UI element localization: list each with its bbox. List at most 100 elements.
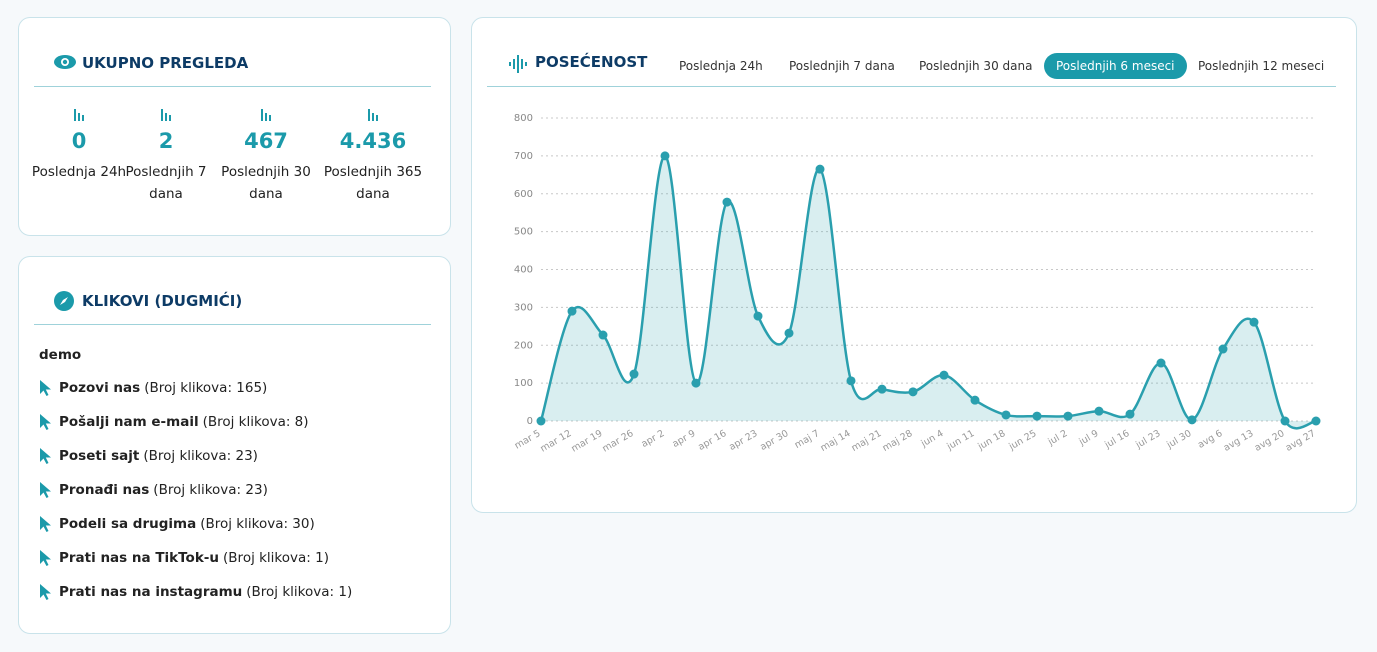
x-tick-label: avg 6 — [1196, 428, 1224, 451]
click-item: Podeli sa drugima (Broj klikova: 30) — [39, 515, 315, 533]
click-count: (Broj klikova: 23) — [153, 482, 268, 498]
click-count: (Broj klikova: 1) — [246, 584, 353, 600]
point — [846, 376, 856, 386]
point — [598, 330, 608, 340]
stat-label: Poslednja 24h — [31, 164, 127, 180]
click-name: Prati nas na instagramu — [59, 584, 243, 600]
x-tick-label: mar 26 — [600, 428, 635, 455]
stat-label: Poslednjih 30 dana — [221, 164, 311, 202]
visits-card: POSEĆENOST Poslednja 24h Poslednjih 7 dan… — [471, 17, 1357, 513]
tab[interactable]: Poslednjih 12 meseci — [1198, 59, 1325, 73]
click-name: Podeli sa drugima — [59, 516, 197, 532]
y-tick-label: 400 — [514, 265, 533, 276]
y-tick-label: 800 — [514, 113, 533, 124]
click-item: Pozovi nas (Broj klikova: 165) — [39, 379, 267, 397]
stat-value: 467 — [244, 129, 288, 153]
x-tick-label: apr 2 — [639, 428, 666, 450]
cursor-icon — [40, 584, 51, 600]
x-tick-label: apr 30 — [758, 428, 790, 453]
point — [1094, 406, 1104, 416]
stat: 467 Poslednjih 30 dana — [216, 106, 316, 205]
clicks-card: KLIKOVI (DUGMIĆI) demo Pozovi nas (Broj k… — [18, 256, 451, 634]
x-tick-label: avg 20 — [1253, 428, 1287, 454]
click-item: Pošalji nam e-mail (Broj klikova: 8) — [39, 413, 309, 431]
point — [1218, 344, 1228, 354]
point — [1156, 358, 1166, 368]
x-tick-label: avg 13 — [1222, 428, 1256, 454]
point — [939, 370, 949, 380]
x-tick-label: jun 11 — [944, 428, 976, 453]
point — [815, 164, 825, 174]
y-tick-label: 0 — [527, 416, 533, 427]
group-label: demo — [39, 347, 82, 363]
click-count: (Broj klikova: 165) — [144, 380, 268, 396]
stat: 2 Poslednjih 7 dana — [116, 106, 216, 205]
point — [877, 384, 887, 394]
y-tick-label: 200 — [514, 340, 533, 351]
area — [541, 155, 1316, 429]
bars-icon — [74, 109, 84, 121]
x-tick-label: apr 9 — [670, 428, 697, 450]
x-tick-label: maj 21 — [850, 428, 884, 454]
click-item: Prati nas na instagramu (Broj klikova: 1) — [39, 583, 352, 601]
card-title: UKUPNO PREGLEDA — [82, 54, 249, 72]
bars-icon — [161, 109, 171, 121]
point — [536, 416, 546, 426]
bars-icon — [368, 109, 378, 121]
x-tick-label: maj 28 — [881, 428, 915, 454]
compass-icon — [54, 291, 74, 311]
point — [1311, 416, 1321, 426]
point — [1249, 317, 1259, 327]
wave-icon — [509, 55, 527, 73]
views-card: UKUPNO PREGLEDA 0 Poslednja 24h 2 Poslednji… — [18, 17, 451, 236]
stat: 0 Poslednja 24h — [29, 106, 129, 183]
click-name: Pošalji nam e-mail — [59, 414, 199, 430]
tab[interactable]: Poslednjih 30 dana — [919, 59, 1033, 73]
x-tick-label: mar 12 — [538, 428, 573, 455]
point — [1032, 411, 1042, 421]
card-title: KLIKOVI (DUGMIĆI) — [82, 292, 243, 310]
x-tick-label: apr 16 — [696, 428, 728, 453]
eye-icon — [54, 55, 76, 69]
point — [691, 378, 701, 388]
click-name: Pronađi nas — [59, 482, 150, 498]
cursor-icon — [40, 516, 51, 532]
x-tick-label: apr 23 — [727, 428, 759, 453]
stat: 4.436 Poslednjih 365 dana — [323, 106, 423, 205]
tab[interactable]: Poslednjih 6 meseci — [1044, 53, 1187, 79]
y-tick-label: 100 — [514, 378, 533, 389]
stat-label: Poslednjih 7 dana — [125, 164, 207, 202]
point — [970, 395, 980, 405]
divider — [34, 324, 431, 325]
x-tick-label: maj 7 — [793, 428, 822, 451]
cursor-icon — [40, 448, 51, 464]
y-tick-label: 300 — [514, 302, 533, 313]
click-item: Poseti sajt (Broj klikova: 23) — [39, 447, 258, 465]
tab[interactable]: Poslednja 24h — [679, 59, 763, 73]
point — [753, 311, 763, 321]
click-count: (Broj klikova: 8) — [202, 414, 309, 430]
tab[interactable]: Poslednjih 7 dana — [789, 59, 895, 73]
stat-label: Poslednjih 365 dana — [323, 164, 423, 202]
x-tick-label: jul 9 — [1076, 428, 1100, 448]
bars-icon — [261, 109, 271, 121]
point — [1187, 415, 1197, 425]
click-item: Prati nas na TikTok-u (Broj klikova: 1) — [39, 549, 329, 567]
divider — [487, 86, 1336, 87]
stat-value: 2 — [158, 129, 174, 153]
x-tick-label: jul 23 — [1133, 428, 1162, 451]
x-tick-label: jun 4 — [919, 428, 946, 450]
point — [1001, 410, 1011, 420]
click-count: (Broj klikova: 23) — [143, 448, 258, 464]
cursor-icon — [40, 482, 51, 498]
y-tick-label: 500 — [514, 227, 533, 238]
click-name: Poseti sajt — [59, 448, 140, 464]
line — [539, 154, 1317, 430]
cursor-icon — [40, 550, 51, 566]
point — [660, 151, 670, 161]
y-tick-label: 700 — [514, 151, 533, 162]
click-count: (Broj klikova: 1) — [223, 550, 329, 566]
x-tick-label: maj 14 — [819, 428, 853, 454]
x-tick-label: jul 16 — [1102, 428, 1131, 451]
point — [722, 197, 732, 207]
